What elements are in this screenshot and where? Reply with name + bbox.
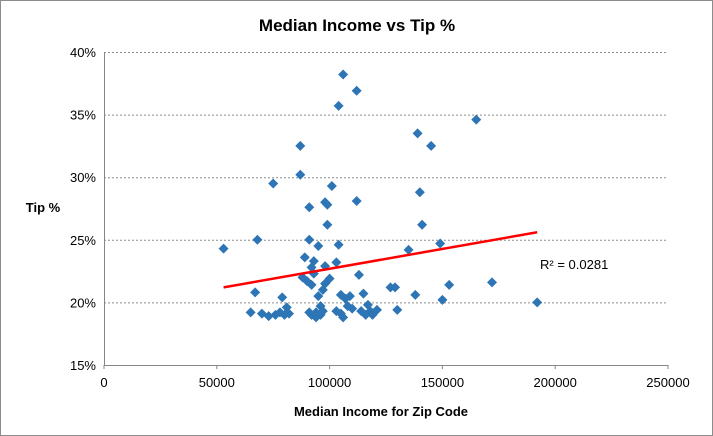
y-axis-title: Tip % — [26, 200, 61, 215]
gridlines — [104, 52, 668, 304]
data-point — [410, 289, 421, 300]
x-tick-labels: 0 50000 100000 150000 200000 250000 — [100, 365, 690, 390]
y-tick-label: 15% — [70, 358, 96, 373]
y-tick-label: 40% — [70, 45, 96, 60]
data-point — [218, 243, 229, 254]
data-point — [322, 219, 333, 230]
data-point — [351, 195, 362, 206]
data-point — [437, 294, 448, 305]
data-point — [444, 279, 455, 290]
data-point — [313, 291, 324, 302]
data-point — [412, 128, 423, 139]
trendline — [223, 231, 538, 289]
data-point — [252, 234, 263, 245]
data-point — [338, 312, 349, 323]
data-point — [268, 178, 279, 189]
data-point — [532, 297, 543, 308]
data-point — [358, 288, 369, 299]
data-point — [306, 279, 317, 290]
data-point — [295, 140, 306, 151]
y-tick-label: 25% — [70, 233, 96, 248]
data-point — [277, 292, 288, 303]
data-point — [426, 140, 437, 151]
data-point — [326, 180, 337, 191]
data-point — [414, 187, 425, 198]
data-point — [351, 85, 362, 96]
data-point — [344, 291, 355, 302]
y-tick-label: 30% — [70, 170, 96, 185]
data-points — [218, 69, 543, 323]
data-point — [392, 304, 403, 315]
data-point — [317, 306, 328, 317]
y-tick-label: 20% — [70, 295, 96, 310]
data-point — [353, 269, 364, 280]
data-point — [347, 303, 358, 314]
data-point — [313, 241, 324, 252]
x-tick-label: 150000 — [421, 375, 464, 390]
y-tick-labels: 15% 20% 25% 30% 35% 40% — [70, 45, 96, 373]
x-axis-title: Median Income for Zip Code — [294, 404, 468, 419]
r-squared-label: R² = 0.0281 — [540, 257, 608, 272]
data-point — [304, 234, 315, 245]
data-point — [263, 311, 274, 322]
chart-title: Median Income vs Tip % — [259, 16, 455, 35]
data-point — [245, 307, 256, 318]
x-tick-label: 100000 — [308, 375, 351, 390]
data-point — [304, 202, 315, 213]
data-point — [338, 69, 349, 80]
x-tick-label: 50000 — [199, 375, 235, 390]
data-point — [435, 238, 446, 249]
data-point — [308, 256, 319, 267]
data-point — [487, 277, 498, 288]
x-tick-label: 200000 — [534, 375, 577, 390]
x-tick-label: 0 — [100, 375, 107, 390]
data-point — [324, 273, 335, 284]
data-point — [333, 239, 344, 250]
data-point — [283, 308, 294, 319]
data-point — [295, 169, 306, 180]
data-point — [322, 199, 333, 210]
data-point — [403, 244, 414, 255]
data-point — [471, 114, 482, 125]
data-point — [299, 252, 310, 263]
data-point — [331, 257, 342, 268]
data-point — [250, 287, 261, 298]
data-point — [390, 282, 401, 293]
y-tick-label: 35% — [70, 108, 96, 123]
data-point — [371, 304, 382, 315]
data-point — [417, 219, 428, 230]
x-tick-label: 250000 — [646, 375, 689, 390]
data-point — [333, 100, 344, 111]
